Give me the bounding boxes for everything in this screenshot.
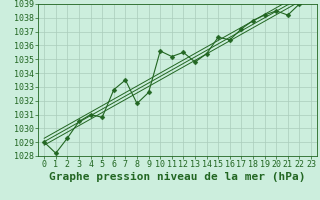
X-axis label: Graphe pression niveau de la mer (hPa): Graphe pression niveau de la mer (hPa): [49, 172, 306, 182]
